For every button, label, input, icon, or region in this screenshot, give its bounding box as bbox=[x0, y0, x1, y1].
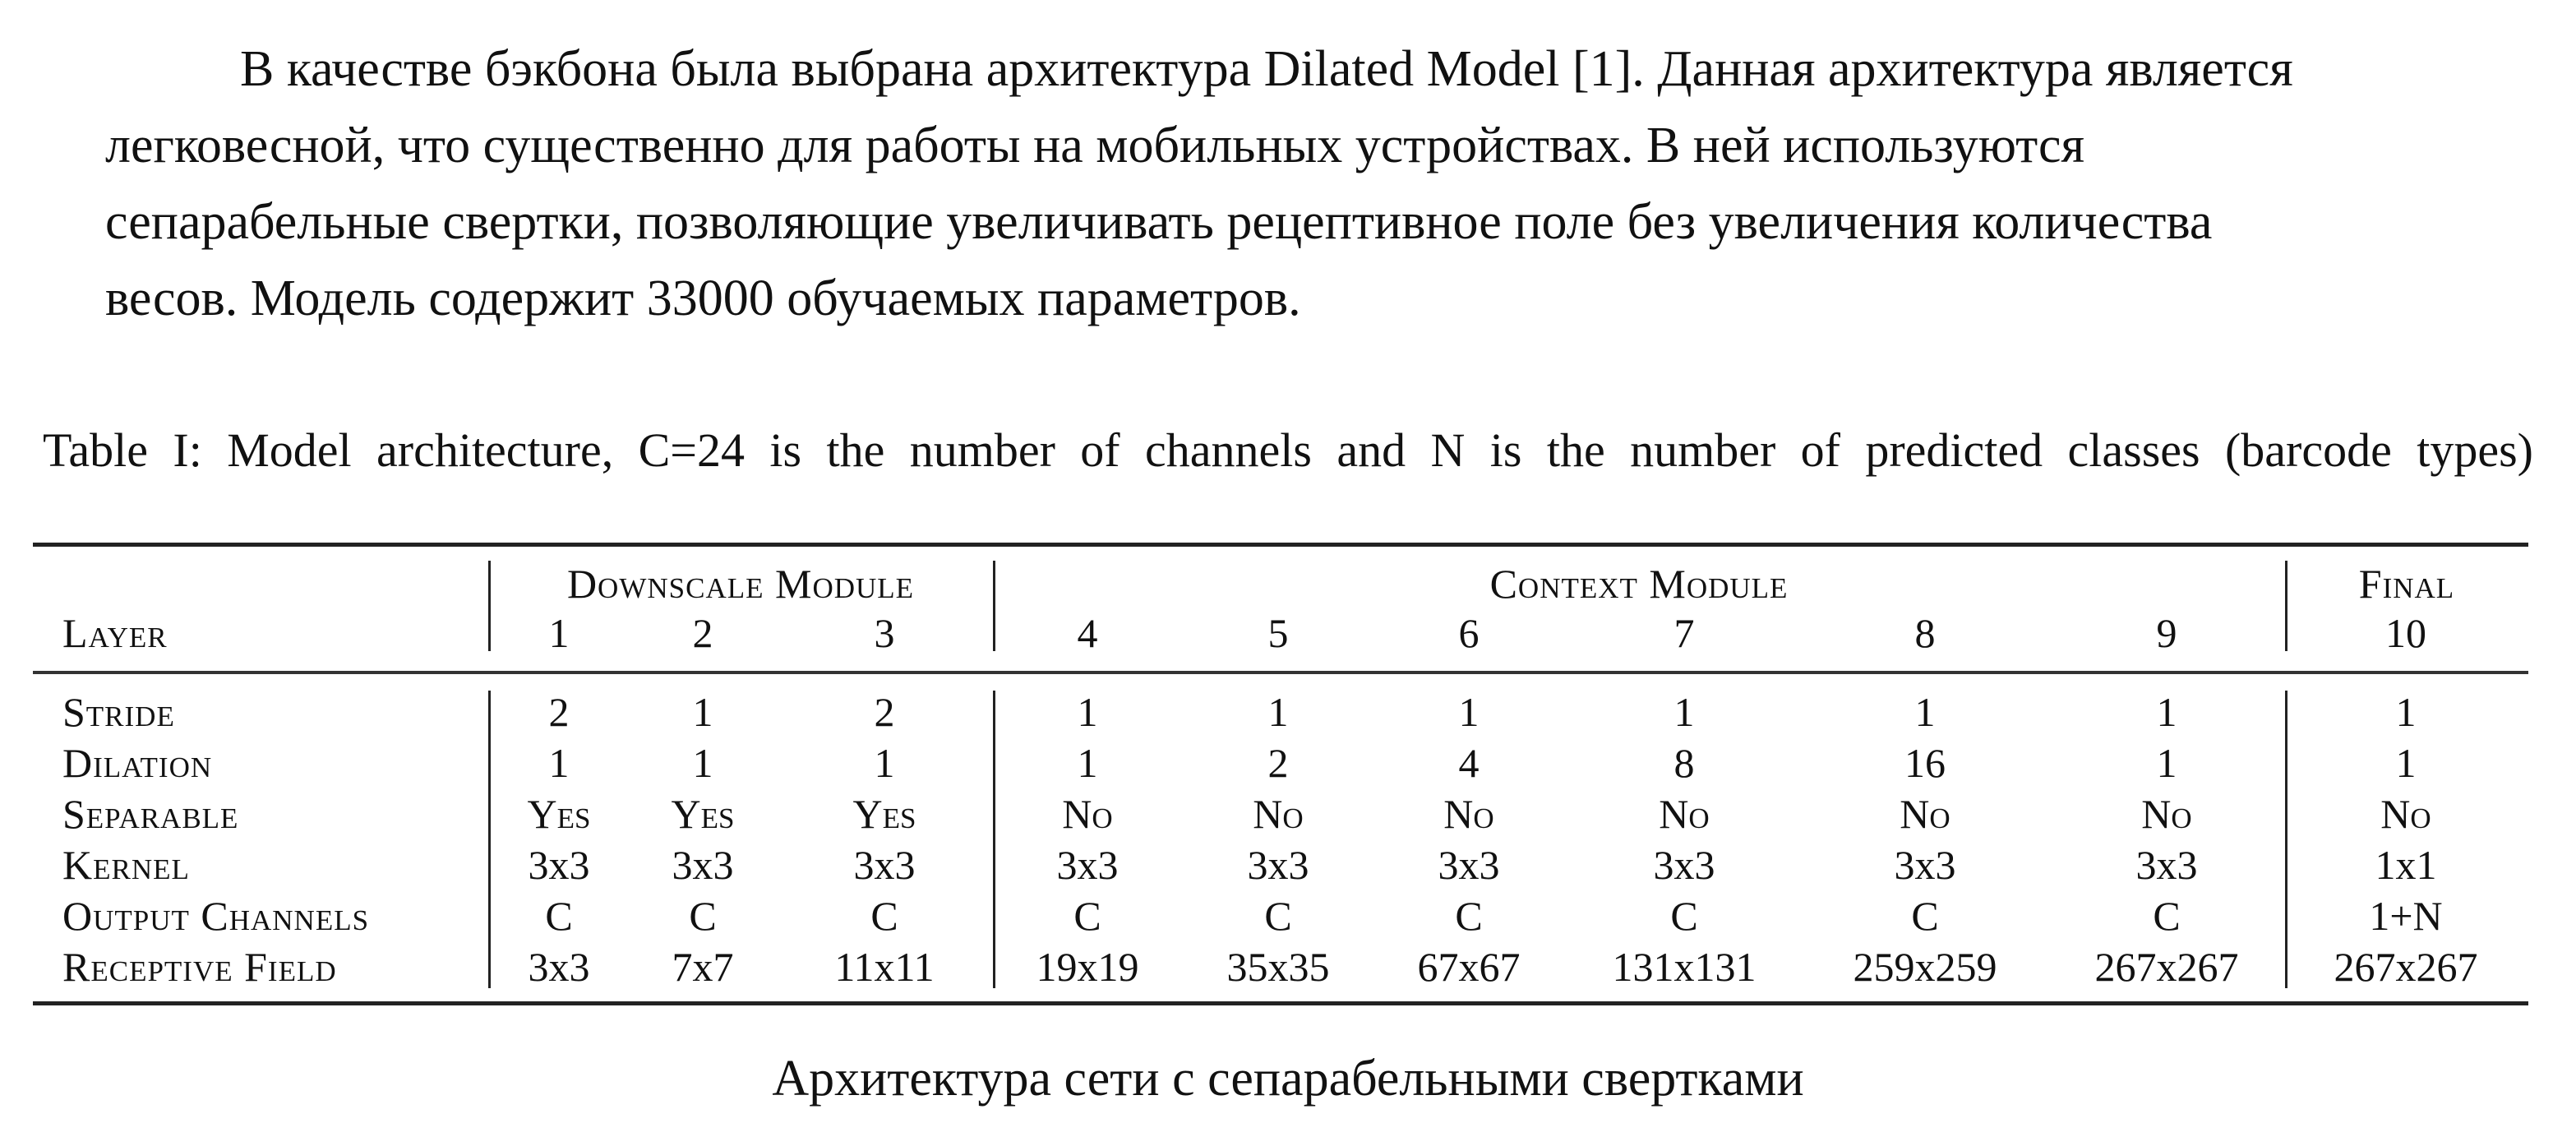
table-cell: 1 bbox=[1673, 689, 1695, 735]
table-cell: 11x11 bbox=[834, 944, 935, 990]
table-cell: 1+N bbox=[2369, 893, 2443, 939]
row-label-separable: Separable bbox=[62, 791, 239, 837]
table-top-rule bbox=[33, 543, 2528, 547]
layer-number: 8 bbox=[1914, 610, 1936, 656]
table-cell: Yes bbox=[671, 791, 735, 837]
table-cell: 1 bbox=[1458, 689, 1480, 735]
table-cell: 2 bbox=[1267, 740, 1289, 786]
table-cell: 16 bbox=[1904, 740, 1946, 786]
table-cell: 1 bbox=[2156, 740, 2177, 786]
table-cell: Yes bbox=[852, 791, 916, 837]
table-cell: 8 bbox=[1673, 740, 1695, 786]
body-separator bbox=[488, 691, 491, 988]
row-label-dilation: Dilation bbox=[62, 740, 213, 786]
table-cell: 1 bbox=[692, 689, 713, 735]
layer-number: 10 bbox=[2385, 610, 2426, 656]
row-label-kernel: Kernel bbox=[62, 842, 190, 888]
table-cell: C bbox=[1073, 893, 1101, 939]
group-header-context: Context Module bbox=[1489, 561, 1789, 607]
table-cell: No bbox=[1062, 791, 1113, 837]
table-cell: 3x3 bbox=[1653, 842, 1715, 888]
table-caption: Table I: Model architecture, C=24 is the… bbox=[43, 423, 2533, 477]
row-label-stride: Stride bbox=[62, 689, 175, 735]
header-separator bbox=[993, 561, 995, 651]
table-cell: No bbox=[2380, 791, 2431, 837]
table-cell: 259x259 bbox=[1853, 944, 1997, 990]
table-cell: 7x7 bbox=[672, 944, 734, 990]
table-cell: No bbox=[1900, 791, 1950, 837]
table-cell: 3x3 bbox=[1056, 842, 1119, 888]
group-header-downscale: Downscale Module bbox=[566, 561, 915, 607]
paragraph-line: сепарабельные свертки, позволяющие увели… bbox=[105, 194, 2213, 250]
body-separator bbox=[993, 691, 995, 988]
table-cell: 19x19 bbox=[1036, 944, 1139, 990]
table-cell: 3x3 bbox=[2135, 842, 2198, 888]
table-cell: 1 bbox=[692, 740, 713, 786]
header-separator bbox=[2285, 561, 2287, 651]
table-cell: No bbox=[1253, 791, 1304, 837]
table-cell: 35x35 bbox=[1226, 944, 1330, 990]
table-cell: C bbox=[689, 893, 717, 939]
table-cell: No bbox=[1659, 791, 1710, 837]
table-cell: 267x267 bbox=[2094, 944, 2239, 990]
layer-number: 6 bbox=[1458, 610, 1480, 656]
table-cell: 2 bbox=[548, 689, 570, 735]
table-header-rule bbox=[33, 671, 2528, 674]
table-cell: 1 bbox=[548, 740, 570, 786]
row-label-output-channels: Output Channels bbox=[62, 893, 370, 939]
table-cell: No bbox=[1443, 791, 1494, 837]
table-cell: Yes bbox=[527, 791, 591, 837]
layer-number: 9 bbox=[2156, 610, 2177, 656]
body-paragraph: В качестве бэкбона была выбрана архитект… bbox=[105, 31, 2505, 337]
table-cell: 2 bbox=[874, 689, 895, 735]
layer-number: 1 bbox=[548, 610, 570, 656]
table-cell: 1 bbox=[2395, 740, 2417, 786]
figure-caption: Архитектура сети с сепарабельными свертк… bbox=[772, 1051, 1804, 1107]
table-cell: C bbox=[2153, 893, 2181, 939]
table-cell: No bbox=[2141, 791, 2192, 837]
table-cell: 4 bbox=[1458, 740, 1480, 786]
layer-number: 5 bbox=[1267, 610, 1289, 656]
table-cell: 3x3 bbox=[528, 944, 590, 990]
layer-number: 4 bbox=[1077, 610, 1098, 656]
table-cell: 3x3 bbox=[1247, 842, 1309, 888]
table-cell: 1 bbox=[874, 740, 895, 786]
table-cell: 267x267 bbox=[2334, 944, 2478, 990]
body-separator bbox=[2285, 691, 2287, 988]
table-cell: 1x1 bbox=[2375, 842, 2437, 888]
paragraph-line: весов. Модель содержит 33000 обучаемых п… bbox=[105, 270, 1301, 326]
table-cell: 1 bbox=[2395, 689, 2417, 735]
table-cell: 1 bbox=[1267, 689, 1289, 735]
row-label-receptive-field: Receptive Field bbox=[62, 944, 337, 990]
table-cell: 3x3 bbox=[528, 842, 590, 888]
layer-number: 2 bbox=[692, 610, 713, 656]
table-cell: 131x131 bbox=[1612, 944, 1757, 990]
table-cell: 1 bbox=[1077, 689, 1098, 735]
group-header-final: Final bbox=[2358, 561, 2455, 607]
table-cell: 3x3 bbox=[672, 842, 734, 888]
table-cell: C bbox=[1911, 893, 1939, 939]
table-cell: 67x67 bbox=[1417, 944, 1521, 990]
layer-number: 7 bbox=[1673, 610, 1695, 656]
table-cell: 1 bbox=[1077, 740, 1098, 786]
layer-number: 3 bbox=[874, 610, 895, 656]
paragraph-line: В качестве бэкбона была выбрана архитект… bbox=[240, 41, 2293, 97]
layer-label: Layer bbox=[62, 610, 168, 656]
table-cell: C bbox=[1264, 893, 1292, 939]
table-bottom-rule bbox=[33, 1001, 2528, 1005]
table-cell: 1 bbox=[2156, 689, 2177, 735]
table-cell: 3x3 bbox=[1438, 842, 1500, 888]
table-cell: C bbox=[1455, 893, 1483, 939]
table-cell: 1 bbox=[1914, 689, 1936, 735]
table-cell: C bbox=[545, 893, 573, 939]
table-cell: C bbox=[870, 893, 898, 939]
table-cell: C bbox=[1670, 893, 1698, 939]
table-cell: 3x3 bbox=[1894, 842, 1956, 888]
paragraph-line: легковесной, что существенно для работы … bbox=[105, 118, 2085, 173]
header-separator bbox=[488, 561, 491, 651]
table-cell: 3x3 bbox=[853, 842, 916, 888]
